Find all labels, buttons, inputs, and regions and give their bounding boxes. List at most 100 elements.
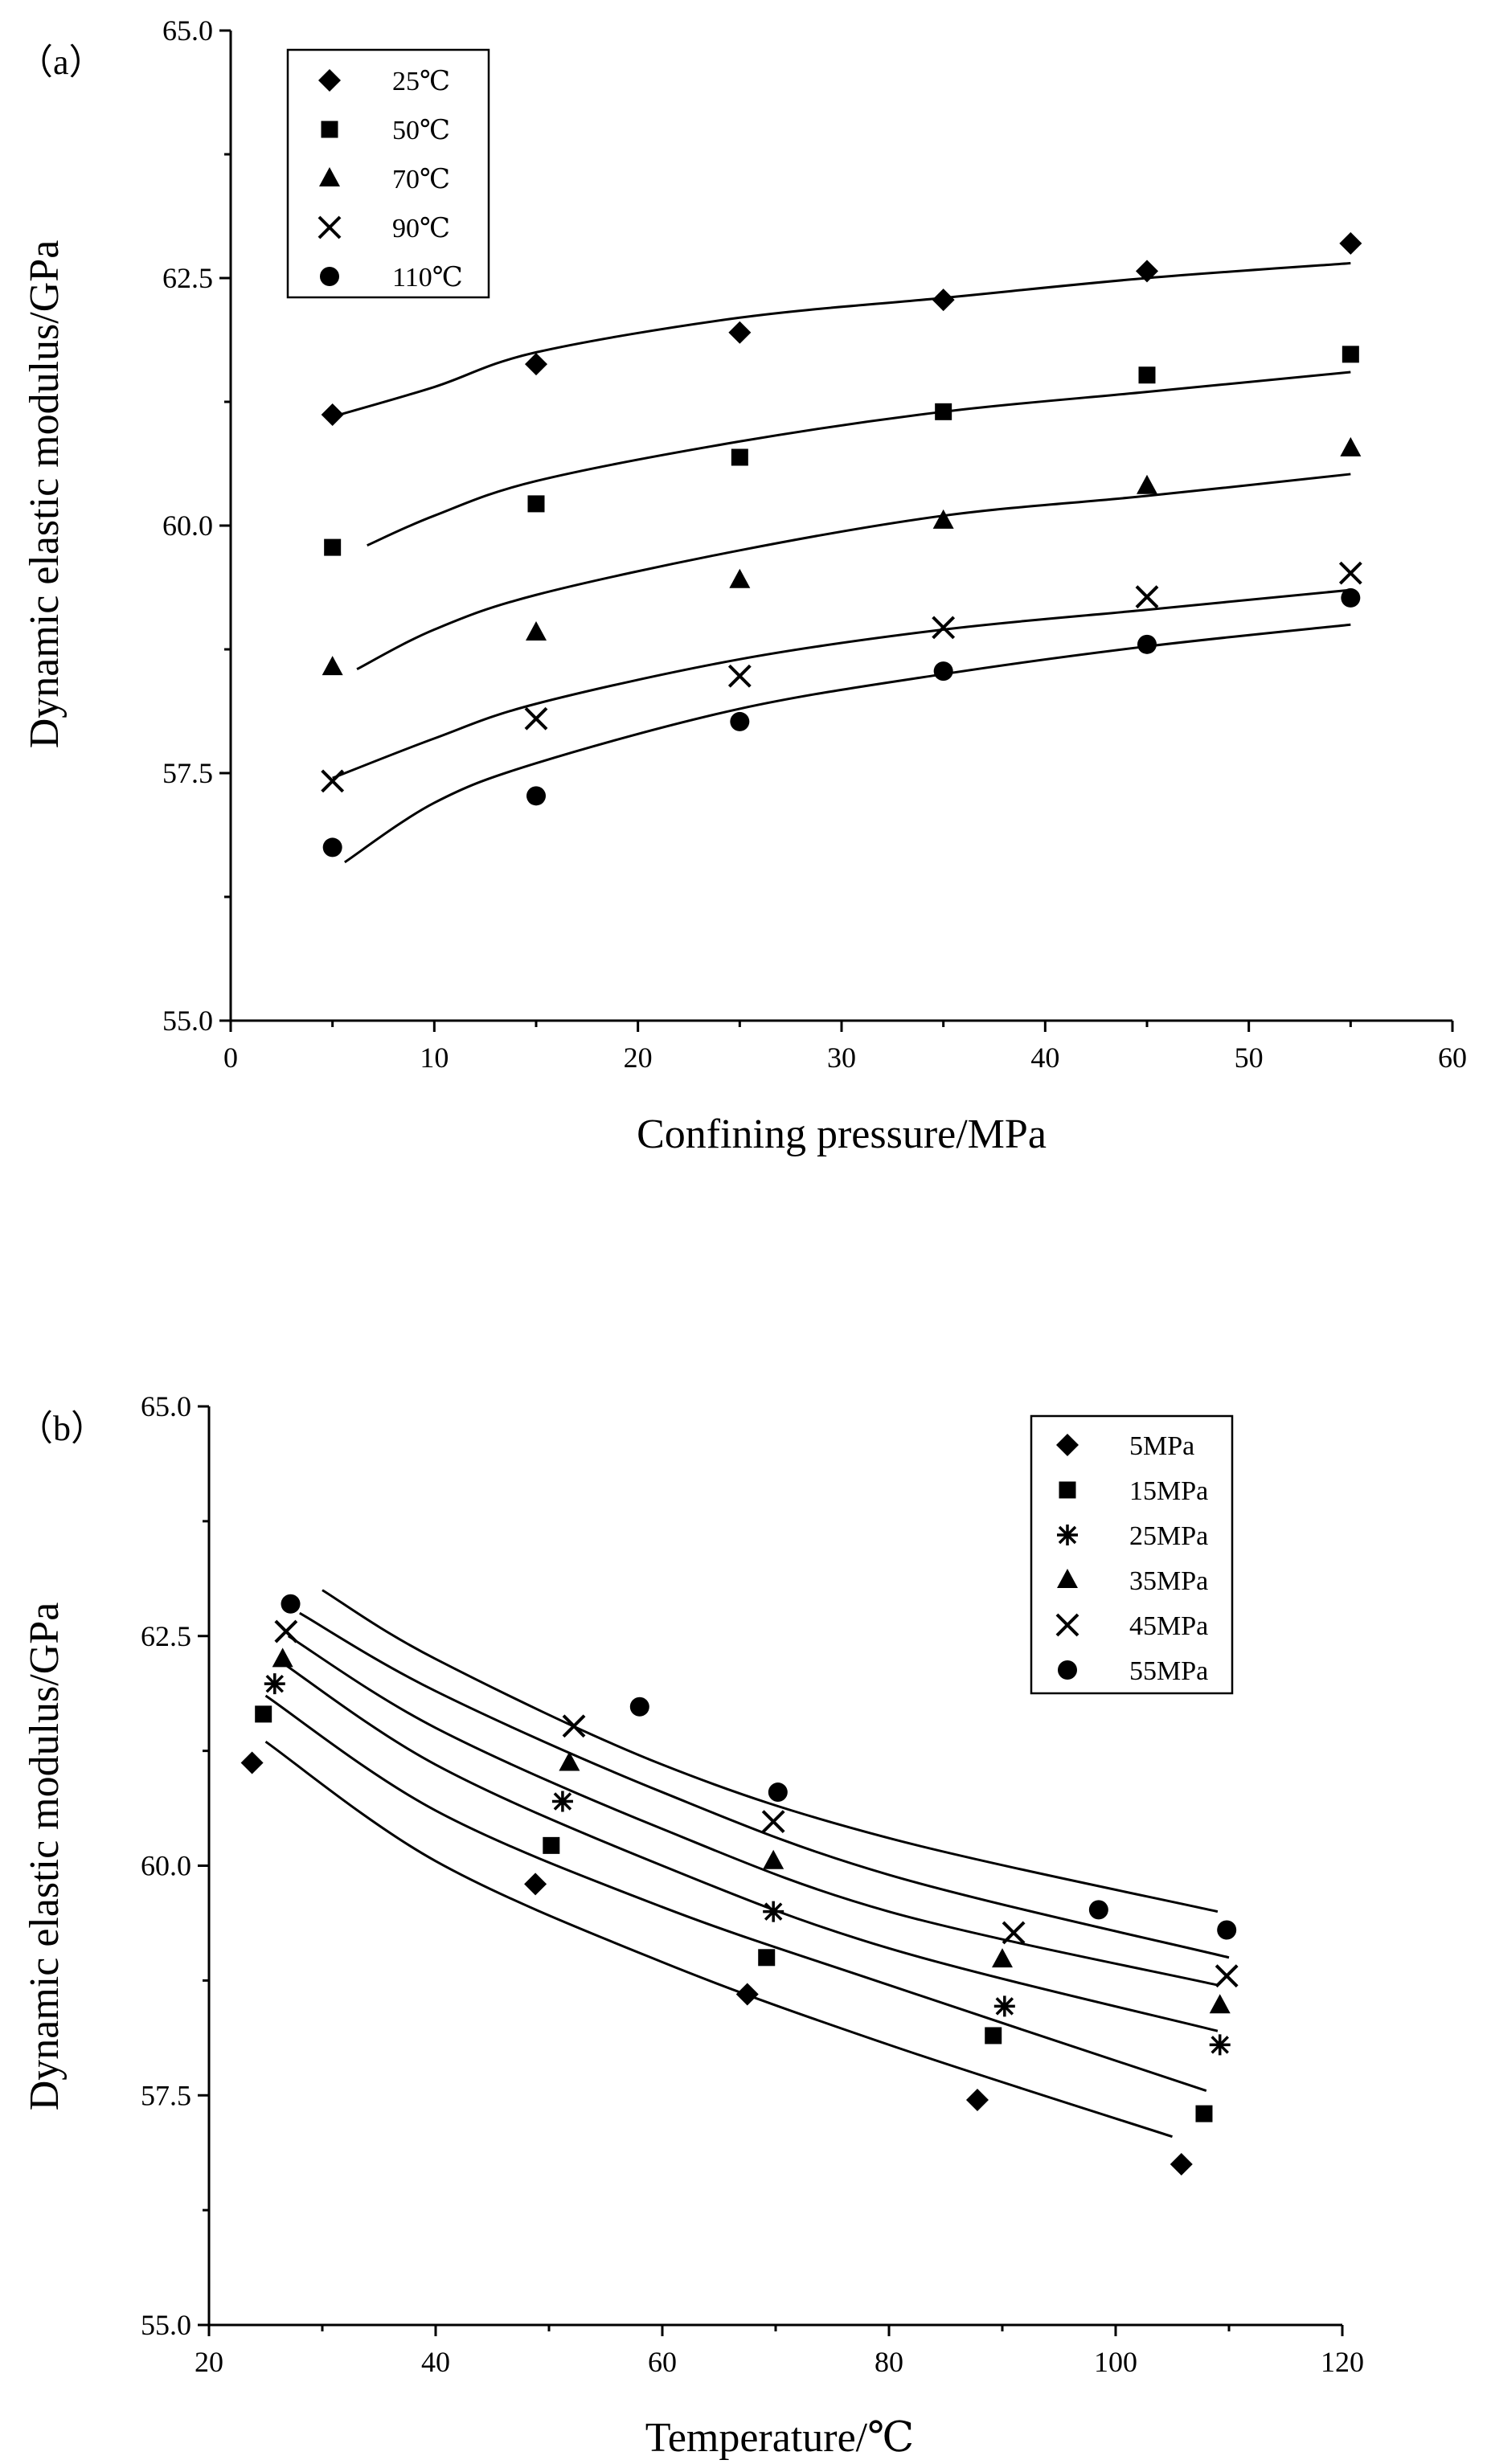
y-ticks-b: 55.0 57.5 60.0 62.5 65.0 [141,1390,209,2341]
data-point-55MPa [1217,1920,1237,1940]
data-point-5MPa [965,2088,989,2111]
data-point-50℃ [731,448,748,466]
y-tick-label: 60.0 [162,510,213,542]
data-point-45MPa [1215,1964,1239,1988]
legend-label: 5MPa [1129,1431,1194,1461]
legend-marker-90℃ [317,215,342,239]
data-point-110℃ [1341,587,1361,608]
x-tick-label: 60 [648,2346,677,2378]
data-point-25℃ [1136,260,1158,283]
data-point-90℃ [1135,585,1159,609]
x-axis-title-b: Temperature/℃ [645,2415,915,2461]
data-point-90℃ [1338,561,1362,585]
data-point-35MPa [992,1948,1013,1968]
legend-marker-35MPa [1057,1569,1078,1588]
data-point-55MPa [768,1783,788,1803]
x-tick-label: 0 [223,1042,238,1074]
data-point-25MPa [993,1995,1015,2017]
data-point-50℃ [324,538,342,556]
y-axis-title-b: Dynamic elastic modulus/GPa [22,1602,68,2111]
data-point-70℃ [729,568,751,588]
x-tick-label: 30 [827,1042,856,1074]
fit-curve-15MPa [264,1694,1207,2092]
x-tick-label: 100 [1094,2346,1137,2378]
data-point-5MPa [735,1983,759,2006]
y-tick-label: 55.0 [162,1005,213,1037]
data-point-25MPa [763,1901,784,1922]
fit-curve-70℃ [356,473,1351,670]
legend-label: 45MPa [1129,1611,1208,1641]
data-point-90℃ [932,616,956,640]
data-point-55MPa [629,1697,649,1717]
data-point-5MPa [524,1873,547,1896]
y-tick-label: 57.5 [162,757,213,789]
fit-curve-35MPa [287,1635,1219,1987]
data-point-25℃ [728,321,752,344]
legend-marker-5MPa [1056,1434,1079,1456]
data-point-50℃ [1342,346,1359,363]
data-point-50℃ [935,403,952,420]
data-point-25℃ [1339,231,1362,255]
fit-curves-b [264,1589,1230,2139]
legend-marker-25MPa [1057,1525,1078,1545]
fit-curve-45MPa [299,1611,1230,1959]
chart-a: （a） Dynamic elastic modulus/GPa Confinin… [18,14,1467,1157]
legend-marker-50℃ [321,121,338,138]
legend-label: 25℃ [392,67,450,96]
legend-marker-55MPa [1058,1660,1077,1680]
data-point-5MPa [1170,2152,1193,2175]
data-point-110℃ [1137,634,1157,654]
y-ticks-a: 55.0 57.5 60.0 62.5 65.0 [162,14,231,1037]
legend-label: 90℃ [392,214,450,244]
x-axis-title-a: Confining pressure/MPa [637,1111,1047,1157]
data-point-70℃ [322,656,343,676]
data-point-110℃ [322,837,342,857]
data-point-25MPa [1209,2034,1231,2056]
x-tick-label: 80 [875,2346,903,2378]
x-ticks-b: 20 40 60 80 100 120 [195,2325,1364,2378]
data-point-15MPa [758,1949,776,1967]
data-point-70℃ [526,621,547,641]
x-ticks-a: 0 10 20 30 40 50 60 [223,1021,1467,1074]
data-point-25℃ [321,403,344,427]
fit-curve-50℃ [367,370,1351,547]
x-tick-label: 10 [420,1042,449,1074]
x-tick-label: 120 [1321,2346,1364,2378]
y-tick-label: 65.0 [162,14,213,47]
data-point-25℃ [932,289,955,312]
x-tick-label: 20 [624,1042,653,1074]
panel-label-b: （b） [18,1409,106,1448]
x-tick-label: 20 [195,2346,223,2378]
data-point-45MPa [1002,1921,1026,1945]
data-point-45MPa [274,1619,298,1643]
data-point-15MPa [1195,2105,1213,2122]
data-point-90℃ [524,706,548,731]
data-point-70℃ [932,509,954,529]
legend-a: 25℃ 50℃ 70℃ 90℃ 110℃ [286,48,490,299]
data-point-35MPa [272,1647,293,1668]
x-tick-label: 40 [421,2346,450,2378]
fit-curve-25MPa [276,1658,1219,2032]
data-point-110℃ [730,711,750,731]
data-point-35MPa [763,1849,784,1869]
legend-b: 5MPa 15MPa 25MPa 35MPa 45MPa 55MPa [1030,1414,1234,1695]
data-point-90℃ [321,769,345,793]
legend-marker-45MPa [1055,1613,1079,1637]
data-point-50℃ [527,495,545,513]
data-point-25MPa [264,1673,285,1695]
chart-b: （b） Dynamic elastic modulus/GPa Temperat… [18,1390,1364,2461]
y-tick-label: 65.0 [141,1390,191,1422]
data-point-55MPa [281,1594,301,1614]
legend-label: 35MPa [1129,1566,1208,1596]
legend-label: 70℃ [392,165,450,194]
data-point-45MPa [562,1714,586,1738]
data-point-45MPa [761,1810,785,1834]
legend-marker-15MPa [1059,1481,1076,1499]
data-point-25MPa [551,1791,573,1812]
y-tick-label: 55.0 [141,2309,191,2341]
y-tick-label: 60.0 [141,1850,191,1882]
data-points-b [240,1594,1239,2175]
legend-label: 25MPa [1129,1521,1208,1551]
data-point-15MPa [255,1705,272,1723]
